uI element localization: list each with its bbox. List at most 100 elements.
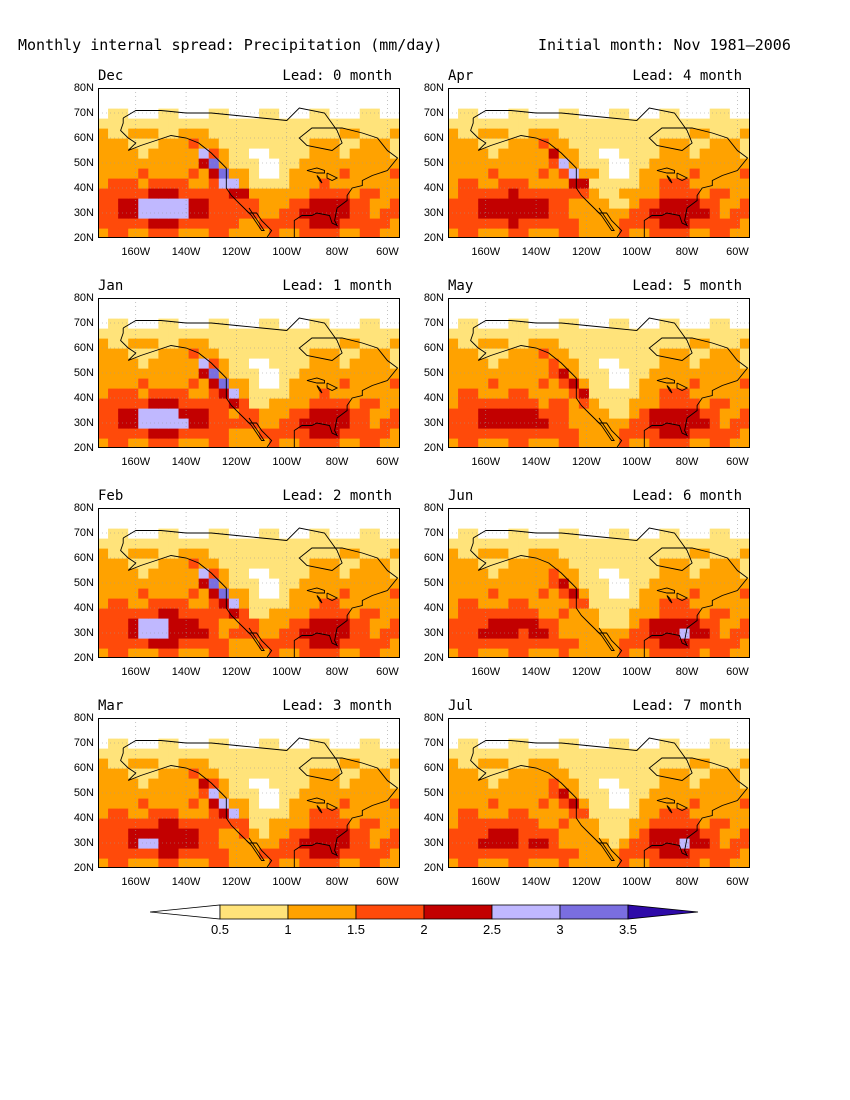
field-cell — [369, 568, 381, 579]
field-cell — [148, 198, 159, 209]
field-cell — [208, 338, 220, 349]
field-cell — [609, 198, 620, 209]
field-cell — [389, 768, 400, 779]
field-cell — [238, 728, 250, 739]
field-cell — [98, 788, 109, 799]
field-cell — [649, 508, 660, 519]
field-cell — [619, 768, 630, 779]
field-cell — [178, 118, 190, 129]
field-cell — [168, 818, 180, 829]
field-cell — [659, 428, 671, 439]
field-cell — [548, 138, 560, 149]
field-cell — [649, 618, 660, 629]
y-tick-label: 80N — [423, 712, 444, 724]
field-cell — [289, 768, 300, 779]
field-cell — [249, 188, 260, 199]
field-cell — [629, 168, 640, 179]
field-cell — [729, 778, 741, 789]
field-cell — [118, 308, 129, 319]
field-cell — [669, 818, 681, 829]
field-cell — [538, 538, 550, 549]
field-cell — [468, 438, 479, 448]
field-cell — [379, 218, 391, 229]
field-cell — [578, 648, 590, 658]
field-cell — [679, 618, 691, 629]
field-cell — [699, 768, 711, 779]
field-cell — [558, 128, 570, 139]
field-cell — [259, 318, 270, 329]
field-cell — [739, 378, 750, 389]
field-cell — [609, 588, 620, 599]
field-cell — [319, 508, 331, 519]
field-cell — [639, 808, 650, 819]
field-cell — [649, 318, 660, 329]
field-cell — [508, 438, 520, 448]
field-cell — [689, 788, 701, 799]
field-cell — [498, 618, 509, 629]
field-cell — [588, 578, 600, 589]
field-cell — [548, 728, 560, 739]
field-cell — [238, 128, 250, 139]
field-cell — [498, 368, 509, 379]
field-cell — [98, 858, 109, 868]
field-cell — [709, 778, 721, 789]
field-cell — [729, 378, 741, 389]
field-cell — [679, 98, 691, 109]
field-cell — [349, 318, 361, 329]
field-cell — [518, 418, 530, 429]
field-cell — [178, 778, 190, 789]
field-cell — [108, 148, 119, 159]
field-cell — [709, 408, 721, 419]
field-cell — [599, 548, 610, 559]
field-cell — [279, 648, 290, 658]
field-cell — [719, 168, 731, 179]
field-cell — [178, 88, 190, 99]
field-cell — [468, 778, 479, 789]
field-cell — [478, 178, 489, 189]
field-cell — [468, 98, 479, 109]
field-cell — [379, 778, 391, 789]
field-cell — [609, 578, 620, 589]
field-cell — [299, 218, 310, 229]
coast-line — [676, 382, 689, 392]
field-cell — [309, 648, 321, 658]
field-cell — [578, 428, 590, 439]
y-tick-label: 70N — [73, 737, 94, 749]
field-cell — [458, 568, 469, 579]
field-cell — [339, 618, 351, 629]
field-cell — [369, 158, 381, 169]
field-cell — [138, 98, 149, 109]
field-cell — [218, 808, 230, 819]
field-cell — [498, 328, 509, 339]
field-cell — [178, 438, 190, 448]
field-cell — [238, 848, 250, 859]
field-cell — [218, 508, 230, 519]
field-cell — [218, 758, 230, 769]
field-cell — [198, 358, 210, 369]
field-cell — [578, 508, 590, 519]
field-cell — [468, 618, 479, 629]
field-cell — [389, 588, 400, 599]
field-cell — [339, 348, 351, 359]
field-cell — [188, 328, 200, 339]
field-cell — [729, 408, 741, 419]
field-cell — [269, 768, 280, 779]
field-cell — [269, 328, 280, 339]
field-cell — [379, 798, 391, 809]
field-cell — [578, 748, 590, 759]
field-cell — [578, 228, 590, 238]
field-cell — [208, 188, 220, 199]
field-cell — [508, 338, 520, 349]
field-cell — [138, 128, 149, 139]
field-cell — [448, 508, 459, 519]
field-cell — [739, 768, 750, 779]
field-cell — [349, 798, 361, 809]
field-cell — [269, 188, 280, 199]
field-cell — [289, 808, 300, 819]
field-cell — [218, 718, 230, 729]
x-tick-label: 120W — [222, 456, 251, 468]
field-cell — [178, 608, 190, 619]
field-cell — [228, 518, 240, 529]
field-cell — [508, 608, 520, 619]
field-cell — [198, 418, 210, 429]
